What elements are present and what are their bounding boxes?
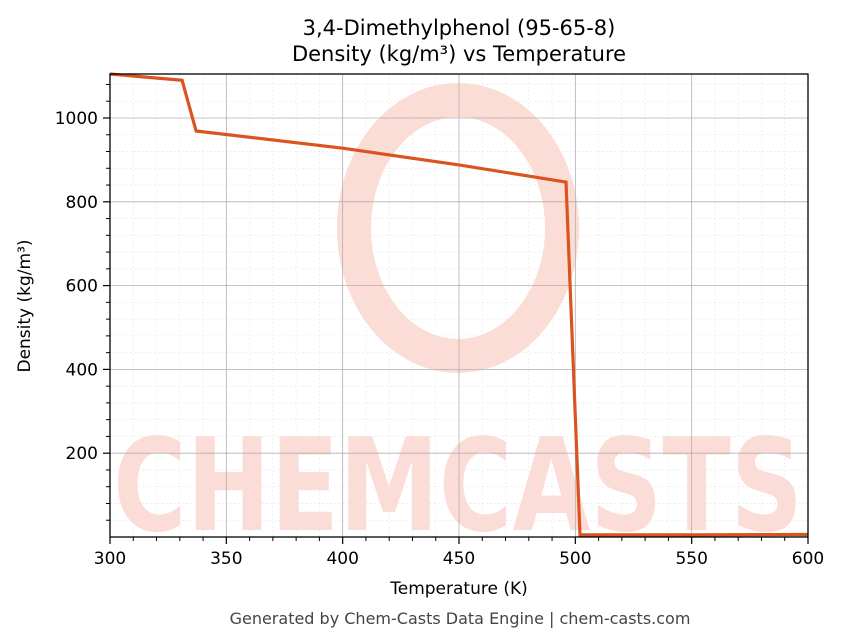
x-tick-label: 350 <box>210 549 242 569</box>
y-tick-label: 200 <box>66 444 98 464</box>
watermark-logo: CHEMCASTS <box>113 83 803 561</box>
ticks-layer: 300 350 400 450 500 550 600 200 400 600 800 1000 <box>55 83 824 569</box>
x-tick-label: 450 <box>443 549 475 569</box>
x-tick-label: 300 <box>94 549 126 569</box>
x-tick-label: 550 <box>675 549 707 569</box>
footer-credit: Generated by Chem-Casts Data Engine | ch… <box>230 609 691 628</box>
series-layer <box>109 72 809 537</box>
y-tick-label: 600 <box>66 277 98 297</box>
x-axis-label: Temperature (K) <box>389 579 528 599</box>
chart-subtitle: Density (kg/m³) vs Temperature <box>292 42 626 66</box>
chart-title: 3,4-Dimethylphenol (95-65-8) <box>303 16 616 40</box>
y-axis-label: Density (kg/m³) <box>15 239 35 372</box>
y-tick-label: 1000 <box>55 109 98 129</box>
y-tick-label: 400 <box>66 360 98 380</box>
x-tick-label: 400 <box>326 549 358 569</box>
y-tick-label: 800 <box>66 193 98 213</box>
major-grid <box>110 74 808 537</box>
density-series-line <box>109 72 809 537</box>
x-tick-label: 600 <box>792 549 824 569</box>
x-tick-label: 500 <box>559 549 591 569</box>
